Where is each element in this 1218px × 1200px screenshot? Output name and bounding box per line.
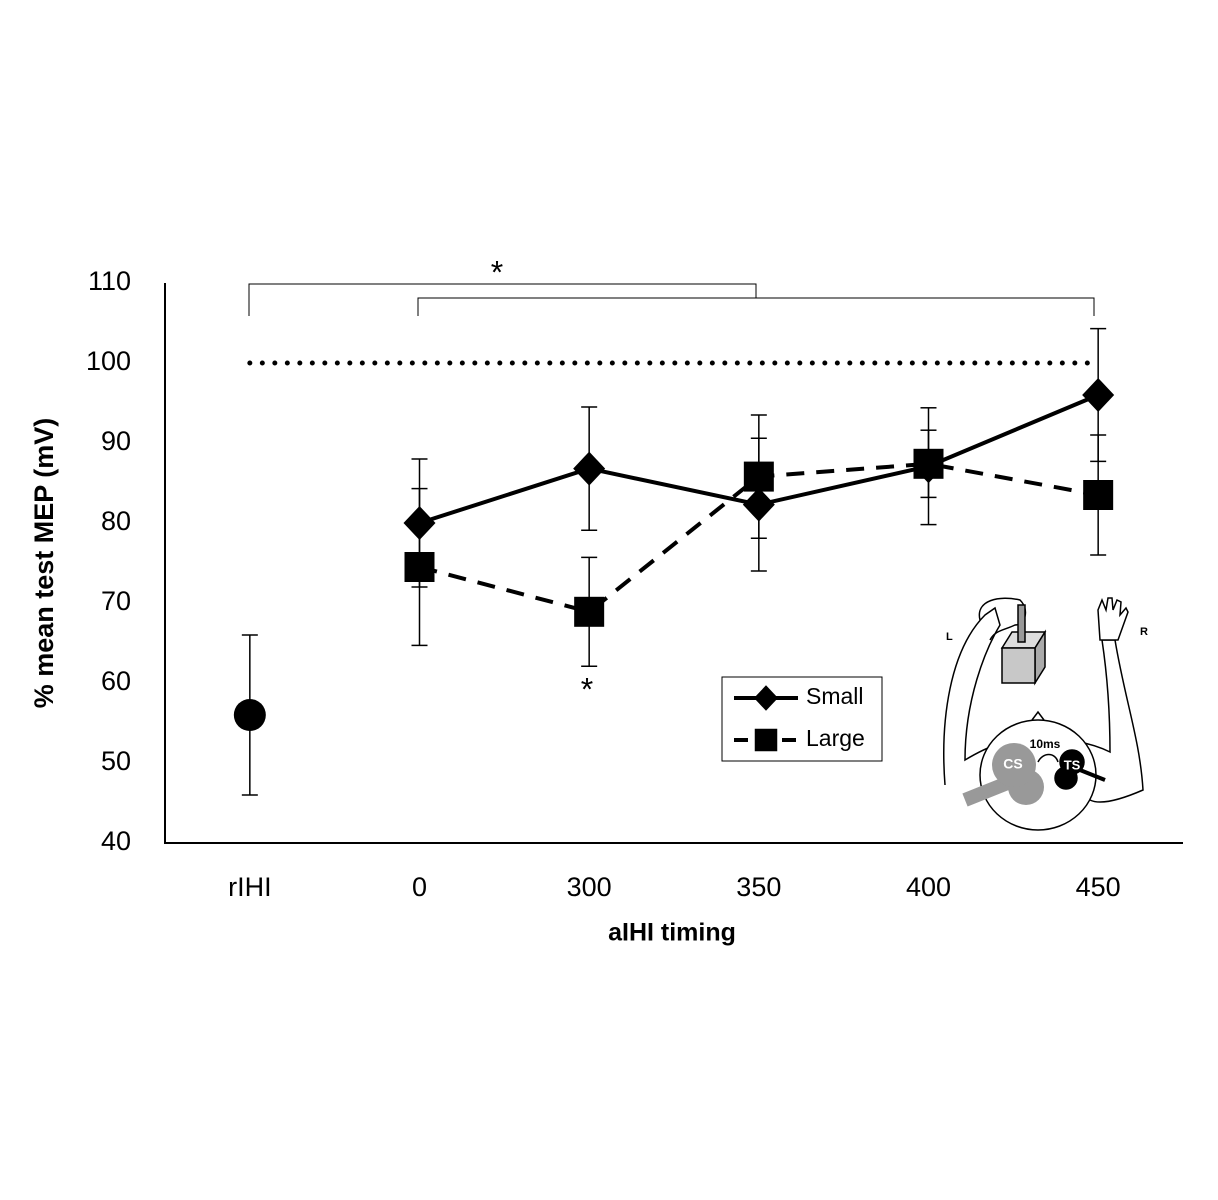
y-tick-label: 70 (101, 586, 131, 616)
data-point (404, 552, 435, 582)
legend-marker (754, 728, 778, 752)
inset-illustration: L R 10ms CS TS (943, 597, 1148, 831)
nose (1031, 710, 1045, 721)
x-axis-label: aIHI timing (608, 919, 736, 947)
legend-box (721, 676, 883, 762)
legend: Small Large (721, 676, 883, 762)
y-tick-label: 60 (101, 666, 131, 696)
x-tick-label: 400 (906, 872, 951, 902)
significance-bracket (248, 283, 757, 316)
y-tick-label: 100 (86, 346, 131, 376)
x-tick-label: 450 (1076, 872, 1121, 902)
significance-star: * (491, 254, 503, 290)
inset-label: 10ms (1030, 737, 1061, 751)
y-tick-label: 80 (101, 506, 131, 536)
inset-label: L (946, 631, 953, 643)
box-front (1001, 647, 1036, 684)
data-point (743, 461, 774, 492)
x-tick-label: rIHI (228, 872, 272, 902)
arrow (1037, 753, 1059, 763)
data-point (1082, 378, 1115, 412)
data-point (742, 487, 775, 522)
data-point (574, 596, 605, 627)
inset-label: CS (1003, 756, 1022, 772)
legend-item: Large (734, 725, 865, 752)
legend-marker (754, 685, 778, 711)
legend-label: Large (806, 725, 865, 751)
legend-item: Small (734, 683, 864, 711)
inset-label: TS (1064, 757, 1081, 772)
inset-label: R (1140, 626, 1148, 638)
x-tick-label: 300 (567, 872, 612, 902)
y-tick-label: 90 (101, 426, 131, 456)
significance-bracket (417, 297, 1095, 316)
coil (1059, 749, 1085, 775)
data-point (403, 506, 436, 540)
significance-star: * (581, 671, 593, 707)
handle (1017, 604, 1026, 643)
right-hand (1097, 597, 1129, 641)
y-tick-label: 40 (101, 826, 131, 856)
y-tick-label: 50 (101, 746, 131, 776)
coil-handle (1079, 768, 1106, 782)
coil-handle (962, 775, 1013, 807)
data-point (573, 451, 606, 486)
y-axis-label: % mean test MEP (mV) (29, 418, 59, 709)
coil (992, 743, 1036, 787)
data-point (913, 448, 944, 479)
data-point (1083, 480, 1114, 510)
data-point (233, 699, 266, 731)
legend-label: Small (806, 683, 864, 709)
x-tick-label: 0 (412, 872, 427, 902)
y-tick-label: 110 (88, 266, 131, 296)
x-tick-label: 350 (736, 872, 781, 902)
